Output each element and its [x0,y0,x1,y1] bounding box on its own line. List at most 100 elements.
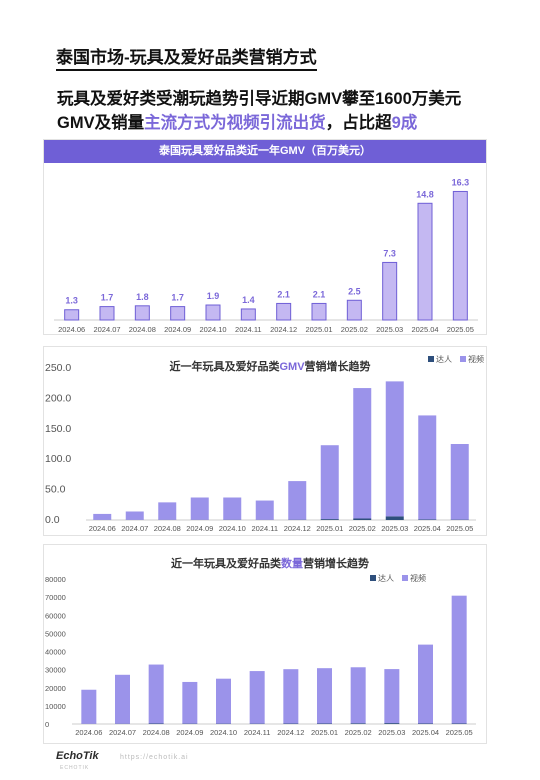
y-tick-label: 50000 [45,629,66,638]
video-bar-segment [249,671,265,724]
x-tick-label: 2025.05 [447,325,474,334]
y-tick-label: 150.0 [45,423,71,435]
x-tick-label: 2025.01 [311,728,338,737]
subtitle-2-part-c: ，占比超 [325,114,392,132]
legend-label: 达人 [378,573,394,583]
x-tick-label: 2025.03 [381,524,408,533]
x-tick-label: 2025.03 [378,728,405,737]
y-tick-label: 100.0 [45,453,71,465]
legend-swatch [370,575,376,581]
chart-title: 近一年玩具及爱好品类数量营销增长趋势 [171,556,369,570]
gmv-chart-panel: 泰国玩具爱好品类近一年GMV（百万美元） 1.3 2024.06 1.7 2024.0… [43,139,487,335]
x-tick-label: 2025.02 [345,728,372,737]
gmv-bar [311,302,327,321]
y-tick-label: 60000 [45,611,66,620]
influencer-bar-segment [384,723,400,724]
influencer-bar-segment [418,519,437,520]
gmv-data-label: 14.8 [416,189,434,199]
x-tick-label: 2024.07 [109,728,136,737]
gmv-data-label: 1.8 [136,292,149,302]
subtitle-2-highlight: 主流方式为视频引流出货 [144,114,326,132]
video-bar-segment [317,668,332,724]
video-bar-segment [350,667,366,724]
video-bar-segment [81,689,97,724]
video-bar-segment [255,500,274,520]
x-tick-label: 2024.10 [219,524,246,533]
influencer-bar-segment [317,723,332,724]
gmv-bar [170,306,186,321]
x-tick-label: 2024.08 [129,325,156,334]
video-bar-segment [190,497,209,520]
gmv-data-label: 1.9 [207,291,220,301]
x-tick-label: 2024.09 [186,524,213,533]
x-tick-label: 2025.01 [305,325,332,334]
video-bar-segment [283,669,299,724]
gmv-data-label: 1.3 [65,296,78,306]
x-tick-label: 2024.06 [58,325,85,334]
gmv-bar [64,309,80,321]
influencer-bar-segment [385,516,404,520]
chart-title-highlight: GMV [279,361,305,373]
x-tick-label: 2025.01 [316,524,343,533]
quantity-trend-panel: 0 10000 20000 30000 40000 50000 60000 70000 8000… [43,544,487,744]
y-tick-label: 30000 [45,666,66,675]
gmv-data-label: 1.7 [171,293,184,303]
subtitle-line-1: 玩具及爱好类受潮玩趋势引导近期GMV攀至1600万美元 [57,90,462,108]
video-bar-segment [353,388,372,519]
x-tick-label: 2024.11 [235,325,262,334]
gmv-data-label: 7.3 [383,248,396,258]
x-tick-label: 2024.10 [210,728,237,737]
x-tick-label: 2024.10 [199,325,226,334]
x-tick-label: 2024.12 [277,728,304,737]
legend-swatch [428,356,434,362]
x-tick-label: 2024.11 [251,524,278,533]
page-title: 泰国市场-玩具及爱好品类营销方式 [56,48,317,71]
influencer-bar-segment [353,518,372,520]
quantity-trend-chart: 0 10000 20000 30000 40000 50000 60000 70000 8000… [45,556,476,737]
video-bar-segment [384,669,400,724]
legend-swatch [402,575,408,581]
gmv-data-label: 2.5 [348,286,361,296]
y-tick-label: 10000 [45,702,66,711]
influencer-bar-segment [148,723,164,724]
chart-title-part: 营销增长趋势 [305,359,371,373]
footer-tag: ECHOTIK [60,765,90,771]
x-tick-label: 2024.11 [244,728,271,737]
video-bar-segment [182,681,198,724]
x-tick-label: 2025.05 [446,728,473,737]
gmv-chart-title: 泰国玩具爱好品类近一年GMV（百万美元） [44,140,486,163]
x-tick-label: 2025.03 [376,325,403,334]
x-tick-label: 2025.04 [412,728,439,737]
subtitle-line-2: GMV及销量主流方式为视频引流出货，占比超9成 [57,109,417,133]
video-bar-segment [148,664,164,724]
x-tick-label: 2024.09 [164,325,191,334]
x-tick-label: 2024.09 [176,728,203,737]
x-tick-label: 2025.05 [446,524,473,533]
chart-title: 近一年玩具及爱好品类GMV营销增长趋势 [169,359,370,373]
gmv-data-label: 16.3 [452,177,470,187]
x-tick-label: 2024.06 [75,728,102,737]
x-tick-label: 2024.07 [93,325,120,334]
video-bar-segment [115,674,130,724]
y-tick-label: 0.0 [45,514,60,526]
influencer-bar-segment [320,519,339,520]
y-tick-label: 40000 [45,648,66,657]
gmv-trend-chart: 0.0 50.0 100.0 150.0 200.0 250.0 近一年玩具及爱好品类GMV… [45,354,484,533]
y-tick-label: 80000 [45,575,66,584]
gmv-data-label: 2.1 [277,289,290,299]
x-tick-label: 2024.08 [154,524,181,533]
y-tick-label: 70000 [45,593,66,602]
gmv-bar [276,302,292,321]
chart-title-part: 近一年玩具及爱好品类 [169,359,280,373]
gmv-bar [99,306,115,321]
video-bar-segment [216,678,231,724]
influencer-bar-segment [451,723,467,724]
video-bar-segment [125,511,144,520]
legend-label: 达人 [436,354,452,364]
gmv-data-label: 2.1 [313,289,326,299]
chart-title-highlight: 数量 [281,556,303,570]
legend-swatch [460,356,466,362]
subtitle-2-percent: 9成 [391,114,418,132]
x-tick-label: 2024.12 [270,325,297,334]
footer-url: https://echotik.ai [120,754,189,761]
